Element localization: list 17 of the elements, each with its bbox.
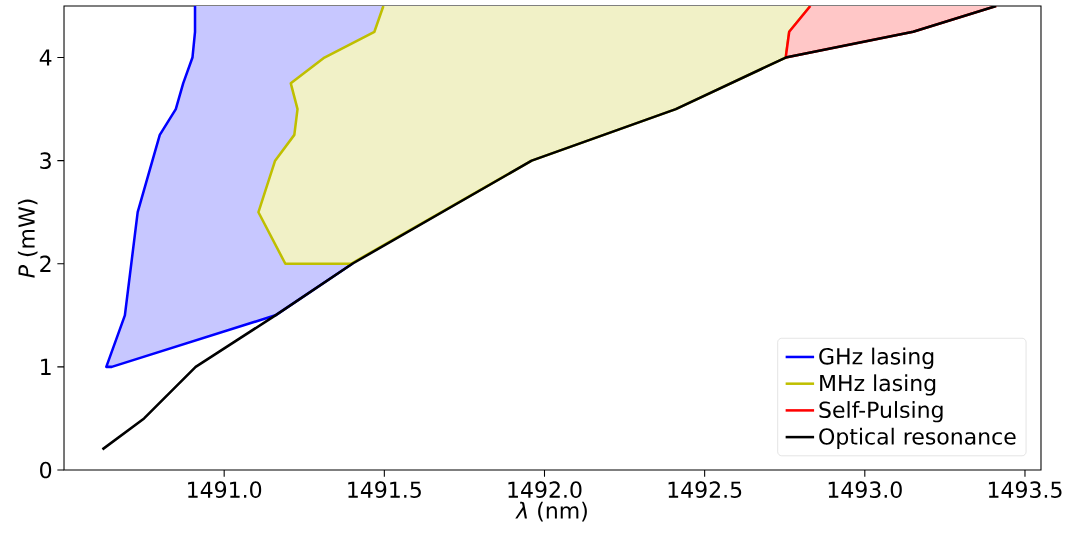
legend-label: GHz lasing <box>819 347 934 369</box>
legend-label: MHz lasing <box>820 374 936 396</box>
y-tick-label: 2 <box>40 255 51 272</box>
y-tick-label: 3 <box>40 152 51 169</box>
legend-label: Optical resonance <box>819 427 1016 450</box>
legend-label: Self-Pulsing <box>819 401 943 423</box>
x-tick-label: 1492.0 <box>508 481 582 499</box>
x-tick-label: 1493.5 <box>988 481 1062 499</box>
y-tick-label: 1 <box>41 358 51 375</box>
y-tick-label: 4 <box>39 49 52 66</box>
x-tick-label: 1493.0 <box>828 481 902 499</box>
y-tick-label: 0 <box>40 461 52 479</box>
x-tick-label: 1491.0 <box>188 481 262 499</box>
x-tick-label: 1491.5 <box>348 481 421 499</box>
x-axis-title: λ (nm) <box>515 501 587 522</box>
x-tick-label: 1492.5 <box>668 481 742 499</box>
y-axis-title: P (mW) <box>17 199 38 278</box>
